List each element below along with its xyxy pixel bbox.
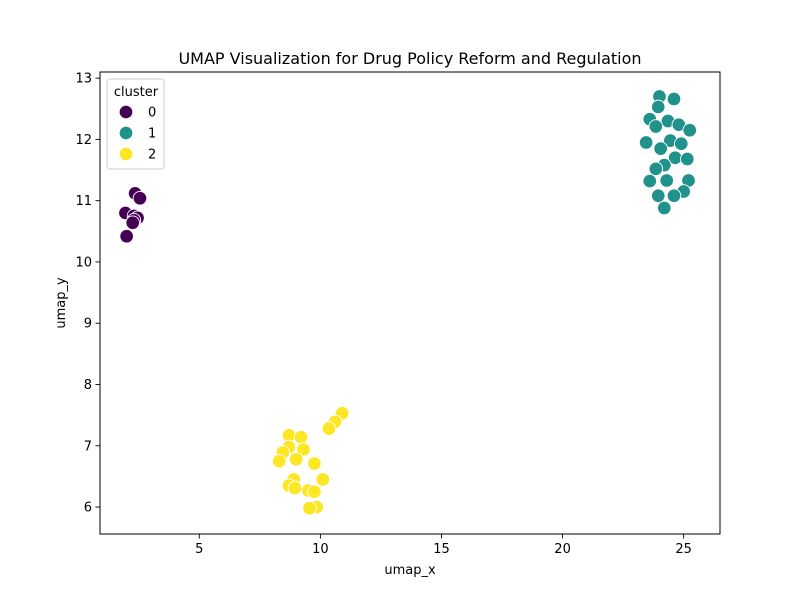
scatter-point-cluster-1: [653, 141, 668, 156]
y-tick-label: 12: [75, 133, 92, 148]
scatter-point-cluster-2: [302, 501, 317, 516]
scatter-point-cluster-2: [307, 484, 322, 499]
legend-title: cluster: [114, 85, 159, 100]
y-tick-label: 10: [75, 255, 92, 270]
x-tick-label: 25: [675, 542, 692, 557]
scatter-point-cluster-1: [682, 122, 697, 138]
y-tick-label: 9: [84, 317, 92, 332]
chart-title: UMAP Visualization for Drug Policy Refor…: [178, 49, 641, 68]
scatter-point-cluster-1: [648, 119, 664, 134]
legend-entries: 0 1 2: [118, 104, 156, 163]
x-tick-label: 20: [554, 542, 571, 557]
scatter-point-cluster-1: [650, 188, 666, 204]
scatter-point-cluster-1: [659, 173, 674, 188]
y-tick-label: 11: [75, 194, 92, 209]
legend-label-cluster-1: 1: [148, 127, 156, 142]
scatter-point-cluster-2: [296, 442, 311, 457]
x-tick-label: 15: [433, 542, 450, 557]
y-tick-label: 6: [84, 501, 92, 516]
legend-marker-cluster-0: [118, 104, 134, 120]
y-tick-label: 13: [75, 72, 92, 87]
y-tick-label: 8: [84, 378, 92, 393]
y-tick-label: 7: [84, 439, 92, 454]
scatter-point-cluster-2: [315, 472, 331, 487]
scatter-point-cluster-1: [657, 200, 672, 216]
scatter-point-cluster-1: [666, 91, 682, 107]
x-axis: 5 10 15 20 25: [195, 534, 692, 557]
scatter-point-cluster-2: [271, 453, 287, 469]
legend-marker-cluster-1: [118, 125, 134, 141]
scatter-point-cluster-1: [638, 135, 654, 150]
legend-label-cluster-0: 0: [148, 106, 156, 121]
scatter-point-cluster-2: [293, 429, 309, 445]
y-axis-label: umap_y: [54, 277, 69, 329]
x-tick-label: 5: [195, 542, 203, 557]
scatter-point-cluster-0: [119, 228, 134, 244]
legend-label-cluster-2: 2: [148, 148, 156, 163]
points-layer: [118, 89, 697, 516]
plot-frame: [99, 71, 721, 535]
x-tick-label: 10: [312, 542, 329, 557]
legend: cluster 0 1 2: [106, 78, 165, 170]
scatter-point-cluster-2: [321, 421, 337, 436]
legend-box: [106, 78, 165, 170]
scatter-point-cluster-1: [680, 151, 695, 167]
scatter-point-cluster-0: [132, 190, 148, 206]
scatter-point-cluster-2: [288, 452, 304, 467]
scatter-point-cluster-1: [674, 136, 689, 151]
scatter-point-cluster-2: [287, 480, 303, 496]
scatter-point-cluster-1: [648, 161, 664, 177]
scatter-point-cluster-1: [650, 99, 666, 115]
x-axis-label: umap_x: [384, 563, 436, 578]
legend-marker-cluster-2: [118, 146, 134, 162]
y-axis: 6 7 8 9 10 11 12 13: [75, 72, 100, 516]
scatter-point-cluster-1: [666, 188, 682, 204]
scatter-point-cluster-0: [125, 215, 140, 230]
scatter-point-cluster-2: [307, 456, 322, 471]
scatter-point-cluster-1: [642, 173, 658, 189]
